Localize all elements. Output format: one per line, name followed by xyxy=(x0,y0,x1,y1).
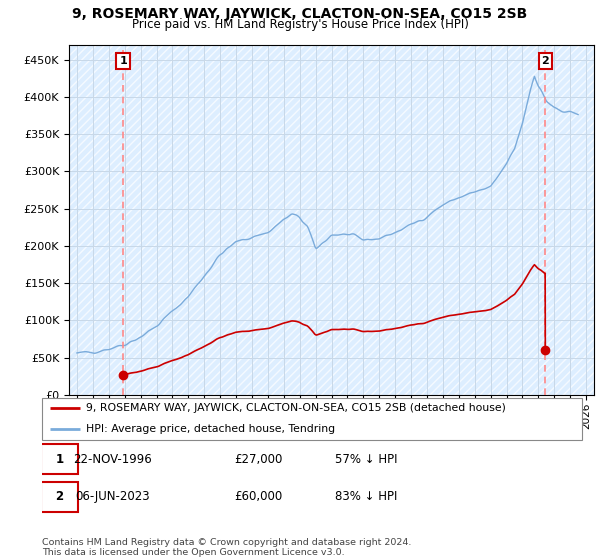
Text: 06-JUN-2023: 06-JUN-2023 xyxy=(75,491,149,503)
Text: Price paid vs. HM Land Registry's House Price Index (HPI): Price paid vs. HM Land Registry's House … xyxy=(131,18,469,31)
Text: 9, ROSEMARY WAY, JAYWICK, CLACTON-ON-SEA, CO15 2SB: 9, ROSEMARY WAY, JAYWICK, CLACTON-ON-SEA… xyxy=(73,7,527,21)
Text: HPI: Average price, detached house, Tendring: HPI: Average price, detached house, Tend… xyxy=(86,424,335,434)
Text: 83% ↓ HPI: 83% ↓ HPI xyxy=(335,491,397,503)
Text: 2: 2 xyxy=(55,491,64,503)
FancyBboxPatch shape xyxy=(41,444,77,474)
Text: £60,000: £60,000 xyxy=(234,491,282,503)
Text: 57% ↓ HPI: 57% ↓ HPI xyxy=(335,452,397,465)
Text: 2: 2 xyxy=(541,56,549,66)
Bar xyxy=(69,45,594,395)
Text: 1: 1 xyxy=(55,452,64,465)
Text: Contains HM Land Registry data © Crown copyright and database right 2024.
This d: Contains HM Land Registry data © Crown c… xyxy=(42,538,412,557)
FancyBboxPatch shape xyxy=(41,482,77,512)
FancyBboxPatch shape xyxy=(42,398,582,440)
Text: £27,000: £27,000 xyxy=(234,452,282,465)
Text: 1: 1 xyxy=(119,56,127,66)
Text: 9, ROSEMARY WAY, JAYWICK, CLACTON-ON-SEA, CO15 2SB (detached house): 9, ROSEMARY WAY, JAYWICK, CLACTON-ON-SEA… xyxy=(86,403,506,413)
Text: 22-NOV-1996: 22-NOV-1996 xyxy=(73,452,152,465)
